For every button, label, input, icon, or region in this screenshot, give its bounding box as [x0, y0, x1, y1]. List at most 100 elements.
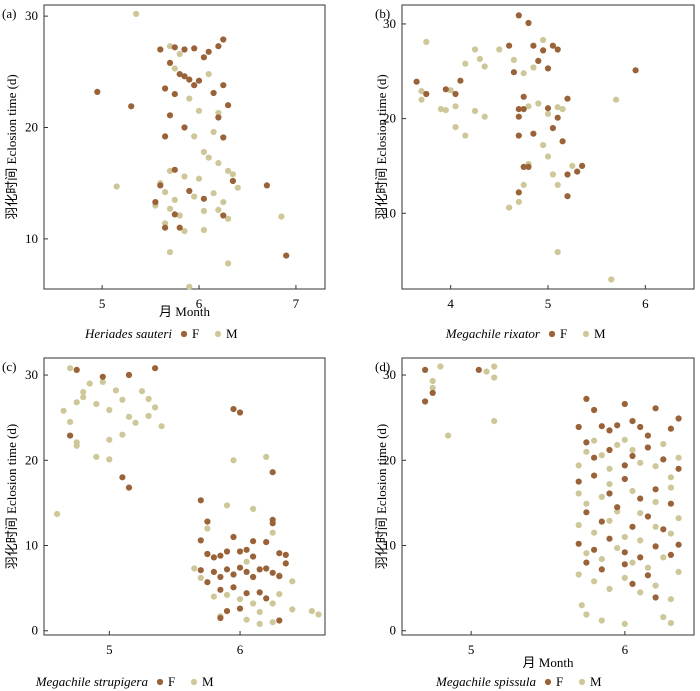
- data-point-f: [282, 560, 289, 567]
- data-point-m: [269, 600, 276, 607]
- data-point-f: [250, 538, 257, 545]
- data-point-f: [217, 552, 224, 559]
- data-point-f: [283, 252, 290, 259]
- data-point-f: [530, 42, 537, 49]
- data-point-m: [112, 387, 119, 394]
- data-point-m: [608, 276, 615, 283]
- data-point-f: [667, 551, 675, 559]
- plot-frame: [43, 4, 326, 290]
- legend-label-f: F: [556, 674, 563, 689]
- data-point-m: [67, 418, 74, 425]
- data-point-m: [223, 591, 231, 599]
- y-tick-label: 20: [383, 452, 396, 467]
- data-point-m: [530, 64, 537, 71]
- data-point-m: [215, 160, 222, 167]
- data-point-f: [429, 389, 436, 396]
- data-point-f: [125, 484, 133, 491]
- data-point-f: [583, 439, 590, 446]
- data-point-m: [496, 46, 503, 53]
- data-point-m: [660, 441, 667, 448]
- data-point-f: [629, 523, 636, 530]
- y-tick-label: 20: [383, 111, 396, 126]
- data-point-f: [422, 366, 429, 373]
- data-point-f: [119, 474, 126, 481]
- legend-label-f: F: [168, 674, 175, 689]
- data-point-f: [205, 48, 212, 55]
- data-point-f: [204, 550, 211, 558]
- data-point-m: [447, 87, 454, 94]
- legend-label-m: M: [202, 674, 214, 689]
- data-point-f: [520, 93, 527, 100]
- data-point-f: [197, 567, 204, 574]
- data-point-f: [667, 500, 675, 507]
- y-tick-label: 30: [25, 8, 38, 23]
- y-tick-label: 30: [383, 367, 396, 382]
- data-point-m: [145, 412, 152, 420]
- data-point-m: [675, 568, 682, 576]
- data-point-m: [598, 493, 605, 500]
- data-point-f: [564, 193, 571, 200]
- data-point-m: [591, 529, 598, 536]
- x-tick-label: 6: [622, 642, 629, 657]
- data-point-f: [621, 475, 628, 483]
- data-point-f: [171, 91, 178, 98]
- data-point-m: [575, 571, 582, 578]
- data-point-f: [210, 554, 217, 561]
- data-point-m: [145, 395, 152, 402]
- data-point-f: [225, 102, 232, 109]
- data-point-m: [520, 70, 527, 77]
- data-point-m: [452, 124, 459, 131]
- data-point-f: [564, 95, 571, 102]
- data-point-m: [418, 96, 425, 103]
- data-point-f: [554, 46, 561, 53]
- data-point-f: [229, 177, 236, 185]
- data-point-m: [200, 226, 207, 234]
- data-point-f: [236, 548, 244, 555]
- data-point-m: [506, 204, 513, 211]
- data-point-f: [515, 113, 522, 120]
- data-point-f: [256, 589, 263, 596]
- plot-frame: [43, 357, 326, 636]
- data-point-f: [644, 444, 652, 451]
- data-point-m: [162, 189, 169, 196]
- data-point-m: [613, 96, 620, 103]
- data-point-m: [540, 36, 547, 44]
- data-point-f: [243, 546, 250, 553]
- data-point-m: [176, 50, 183, 58]
- data-point-f: [236, 564, 244, 571]
- data-point-m: [621, 574, 628, 582]
- data-point-m: [667, 620, 675, 627]
- data-point-f: [166, 59, 174, 66]
- data-point-f: [452, 90, 459, 98]
- data-point-m: [166, 205, 174, 212]
- legend-marker-m: [578, 678, 586, 686]
- x-tick-label: 5: [99, 296, 106, 311]
- legend-marker-m: [190, 678, 198, 686]
- legend-marker-f: [548, 330, 556, 338]
- data-point-m: [481, 63, 488, 70]
- data-point-f: [215, 114, 222, 121]
- data-point-f: [515, 106, 522, 113]
- data-point-m: [229, 171, 236, 178]
- panel-a: (a) 10 20 30 5 6 7 羽化时间 Eclosion time (d) 月 Mont…: [2, 4, 326, 341]
- data-point-f: [250, 553, 257, 560]
- data-point-m: [629, 446, 636, 454]
- data-point-m: [675, 515, 682, 522]
- data-point-f: [606, 427, 613, 434]
- data-point-m: [667, 596, 675, 603]
- y-tick-label: 10: [25, 231, 38, 246]
- data-point-f: [549, 125, 557, 132]
- data-point-m: [197, 574, 204, 582]
- data-point-m: [195, 175, 203, 182]
- data-point-m: [132, 419, 139, 426]
- legend: Megachile strupigera F M: [35, 674, 214, 689]
- data-point-f: [544, 105, 552, 112]
- data-point-m: [442, 107, 449, 114]
- data-point-m: [220, 199, 227, 206]
- x-tick-label: 7: [293, 296, 300, 311]
- data-point-m: [569, 162, 576, 169]
- data-point-f: [204, 579, 211, 586]
- panel-label: (a): [2, 6, 16, 21]
- data-point-f: [591, 454, 598, 461]
- data-point-m: [289, 606, 296, 613]
